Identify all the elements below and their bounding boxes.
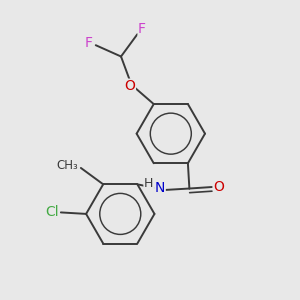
Text: N: N bbox=[155, 181, 165, 195]
Text: O: O bbox=[214, 180, 224, 194]
Text: F: F bbox=[138, 22, 146, 36]
Text: Cl: Cl bbox=[46, 205, 59, 219]
Text: CH₃: CH₃ bbox=[56, 159, 78, 172]
Text: O: O bbox=[124, 79, 135, 93]
Text: F: F bbox=[85, 36, 93, 50]
Text: H: H bbox=[144, 177, 153, 190]
